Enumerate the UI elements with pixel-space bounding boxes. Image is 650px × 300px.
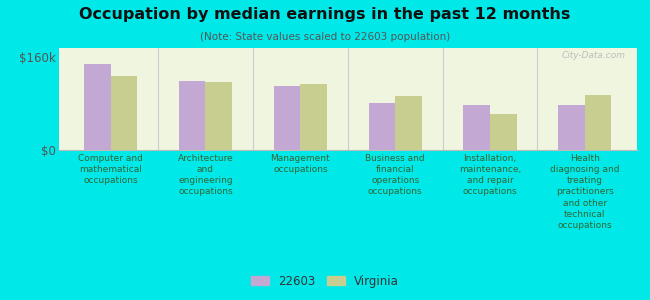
Text: (Note: State values scaled to 22603 population): (Note: State values scaled to 22603 popu… bbox=[200, 32, 450, 41]
Bar bbox=[585, 94, 612, 150]
Bar bbox=[369, 103, 395, 150]
Bar bbox=[490, 114, 517, 150]
Bar bbox=[274, 86, 300, 150]
Bar bbox=[395, 96, 422, 150]
Text: City-Data.com: City-Data.com bbox=[562, 51, 625, 60]
Text: Occupation by median earnings in the past 12 months: Occupation by median earnings in the pas… bbox=[79, 8, 571, 22]
Bar bbox=[179, 81, 205, 150]
Bar bbox=[463, 105, 490, 150]
Bar bbox=[558, 105, 585, 150]
Legend: 22603, Virginia: 22603, Virginia bbox=[248, 271, 402, 291]
Bar bbox=[84, 64, 111, 150]
Bar bbox=[111, 76, 137, 150]
Bar bbox=[300, 84, 327, 150]
Bar bbox=[205, 82, 232, 150]
